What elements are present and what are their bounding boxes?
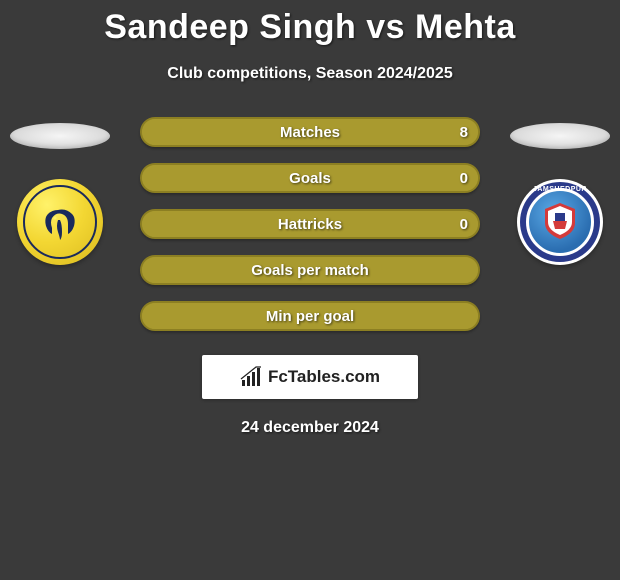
player2-avatar-placeholder [510,123,610,149]
stat-row: Hattricks 0 [140,209,480,239]
stats-area: JAMSHEDPUR Matches8Goals0Hattricks0Goals… [0,117,620,331]
club-logo-right: JAMSHEDPUR [517,179,603,265]
comparison-card: Sandeep Singh vs Mehta Club competitions… [0,0,620,437]
stat-label: Goals per match [251,262,369,279]
stat-value-right: 0 [460,216,468,233]
player2-column: JAMSHEDPUR [500,117,620,265]
stat-value-right: 8 [460,124,468,141]
player1-column [0,117,120,265]
player1-avatar-placeholder [10,123,110,149]
stat-rows: Matches 8 Goals 0 Hattricks 0 Goals per match M… [140,117,480,331]
stat-row: Goals per match [140,255,480,285]
stat-row: Min per goal [140,301,480,331]
elephant-icon [38,200,82,244]
stat-label: Min per goal [266,308,354,325]
club-logo-left [17,179,103,265]
stat-row: Matches 8 [140,117,480,147]
shield-icon [545,203,575,239]
stat-label: Goals [289,170,331,187]
bar-chart-icon [240,366,262,388]
branding-badge[interactable]: FcTables.com [202,355,418,399]
branding-text: FcTables.com [268,367,380,387]
stat-label: Hattricks [278,216,342,233]
stat-row: Goals 0 [140,163,480,193]
club-right-ring-text: JAMSHEDPUR [533,186,587,193]
page-title: Sandeep Singh vs Mehta [0,0,620,47]
date-text: 24 december 2024 [0,419,620,437]
stat-label: Matches [280,124,340,141]
stat-value-right: 0 [460,170,468,187]
subtitle: Club competitions, Season 2024/2025 [0,65,620,83]
